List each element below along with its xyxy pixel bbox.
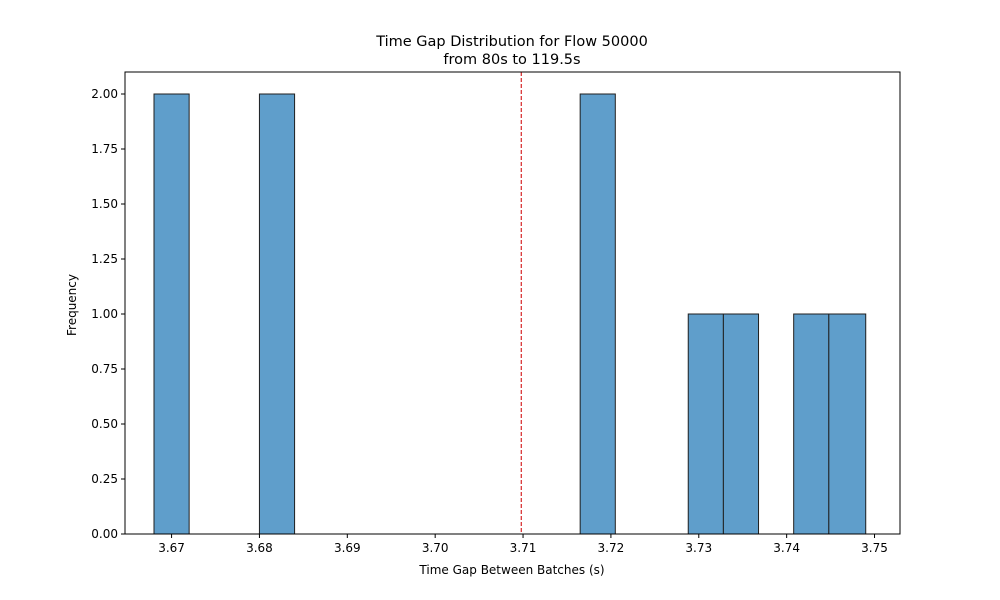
- y-tick-label: 0.50: [91, 417, 118, 431]
- x-tick-label: 3.69: [334, 541, 361, 555]
- chart-subtitle: from 80s to 119.5s: [443, 52, 580, 68]
- histogram-bar-2: [258, 93, 296, 535]
- x-tick-label: 3.75: [861, 541, 888, 555]
- histogram-bar-1: [153, 93, 190, 535]
- bars-group: [153, 93, 867, 535]
- y-tick-label: 0.75: [91, 362, 118, 376]
- histogram-bar-5: [722, 313, 760, 535]
- y-tick-label: 2.00: [91, 87, 118, 101]
- y-tick-label: 1.00: [91, 307, 118, 321]
- x-axis-ticks: 3.67 3.68 3.69 3.70 3.71 3.72 3.73 3.74 3.75: [158, 534, 888, 555]
- histogram-bar-3: [579, 93, 616, 535]
- histogram-bar-7: [828, 313, 867, 535]
- histogram-bar-4: [687, 313, 724, 535]
- x-axis-label: Time Gap Between Batches (s): [418, 563, 604, 577]
- x-tick-label: 3.68: [246, 541, 273, 555]
- plot-frame: [124, 71, 901, 535]
- x-tick-label: 3.70: [422, 541, 449, 555]
- y-tick-label: 0.00: [91, 527, 118, 541]
- chart-title: Time Gap Distribution for Flow 50000: [375, 34, 648, 50]
- x-tick-label: 3.71: [510, 541, 537, 555]
- y-axis-ticks: 0.00 0.25 0.50 0.75 1.00 1.25 1.50 1.75 2.00: [91, 87, 125, 541]
- x-tick-label: 3.67: [158, 541, 185, 555]
- x-tick-label: 3.73: [685, 541, 712, 555]
- y-tick-label: 1.75: [91, 142, 118, 156]
- x-tick-label: 3.74: [773, 541, 800, 555]
- y-axis-label: Frequency: [65, 274, 79, 336]
- y-tick-label: 0.25: [91, 472, 118, 486]
- histogram-bar-6: [793, 313, 830, 535]
- y-tick-label: 1.25: [91, 252, 118, 266]
- y-tick-label: 1.50: [91, 197, 118, 211]
- x-tick-label: 3.72: [598, 541, 625, 555]
